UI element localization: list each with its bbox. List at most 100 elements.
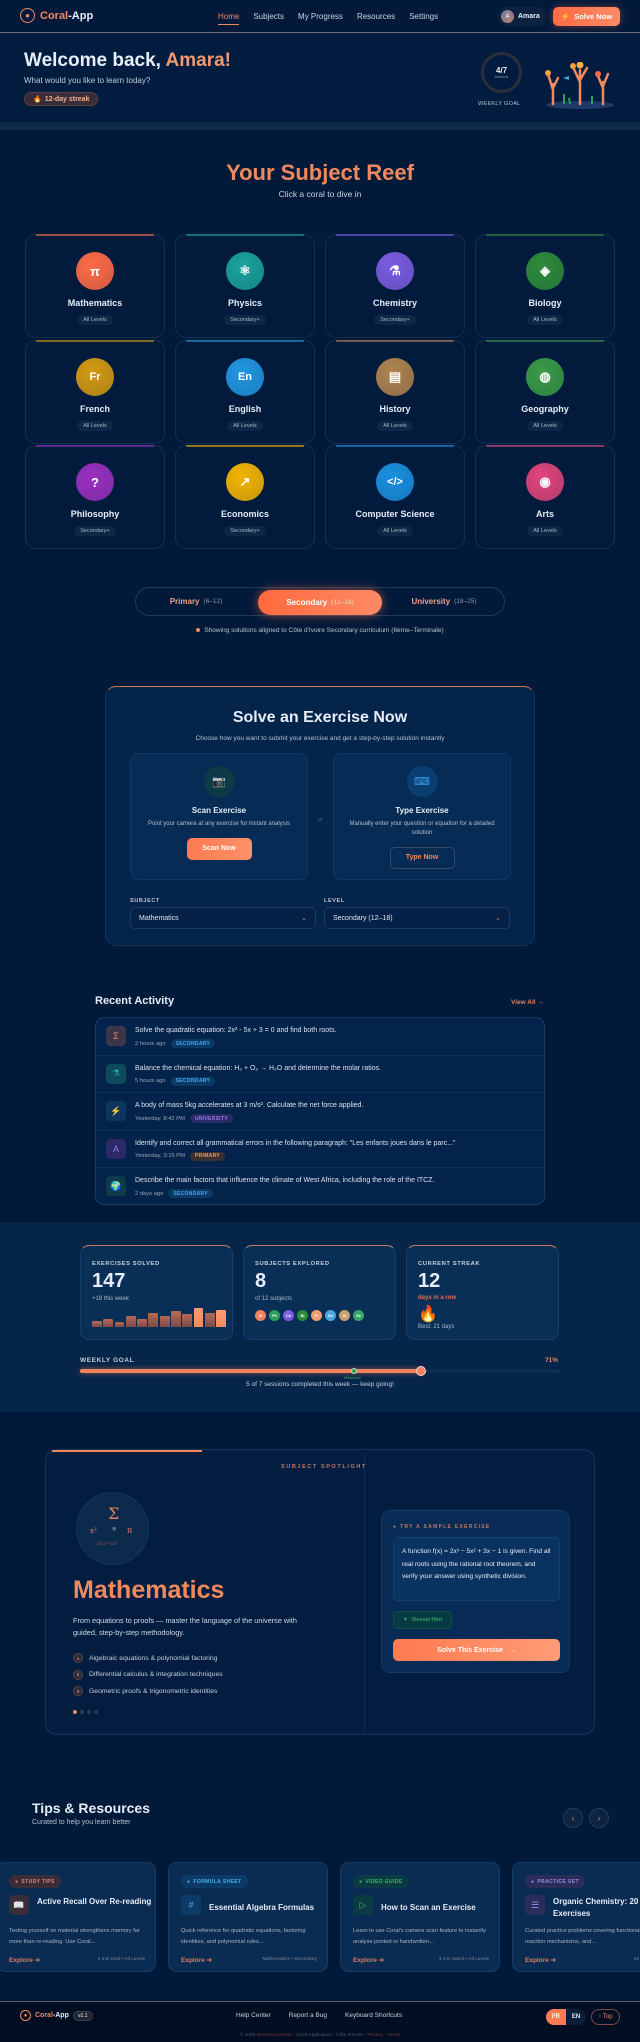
slide-dot[interactable] xyxy=(73,1710,77,1714)
activity-item[interactable]: ⚗ Balance the chemical equation: H₂ + O₂ … xyxy=(96,1056,544,1093)
resource-desc: Curated practice problems covering funct… xyxy=(525,1928,640,1945)
solve-exercise-panel: Solve an Exercise Now Choose how you wan… xyxy=(105,686,535,946)
subject-card-english[interactable]: En English All Levels xyxy=(175,340,315,444)
scan-option[interactable]: 📷 Scan Exercise Point your camera at any… xyxy=(130,753,308,880)
resource-card[interactable]: ● VIDEO GUIDE ▷ How to Scan an Exercise Lea… xyxy=(340,1862,500,1972)
subject-card-chemistry[interactable]: ⚗ Chemistry Secondary+ xyxy=(325,234,465,338)
lang-fr[interactable]: FR xyxy=(546,2009,566,2025)
subject-level-badge: Secondary+ xyxy=(74,526,116,536)
lang-en[interactable]: EN xyxy=(571,2014,581,2020)
activity-text: A body of mass 5kg accelerates at 3 m/s²… xyxy=(135,1102,364,1109)
resource-badge: ● FORMULA SHEET xyxy=(181,1875,248,1888)
bar xyxy=(103,1319,114,1327)
nav-home[interactable]: Home xyxy=(218,12,240,25)
type-option[interactable]: ⌨ Type Exercise Manually enter your ques… xyxy=(333,753,511,880)
subject-icon: ↗ xyxy=(226,463,264,501)
explore-link[interactable]: Explore ➔ xyxy=(353,1957,385,1964)
subject-card-economics[interactable]: ↗ Economics Secondary+ xyxy=(175,445,315,549)
subject-card-history[interactable]: ▤ History All Levels xyxy=(325,340,465,444)
subject-card-computer-science[interactable]: </> Computer Science All Levels xyxy=(325,445,465,549)
subject-card-mathematics[interactable]: π Mathematics All Levels xyxy=(25,234,165,338)
weekly-goal-text: 5 of 7 sessions completed this week — ke… xyxy=(246,1381,394,1388)
scan-title: Scan Exercise xyxy=(191,806,247,815)
subject-card-geography[interactable]: ◍ Geography All Levels xyxy=(475,340,615,444)
camera-icon: 📷 xyxy=(203,766,235,797)
report-bug-link[interactable]: Report a Bug xyxy=(288,2012,327,2019)
spotlight-title: Mathematics xyxy=(73,1576,225,1604)
level-secondary[interactable]: Secondary (12–18) xyxy=(258,590,382,615)
weekly-goal-label: WEEKLY GOAL xyxy=(478,101,521,107)
sample-exercise-card: ● TRY A SAMPLE EXERCISE A function f(x) … xyxy=(381,1510,570,1673)
resource-card[interactable]: ● STUDY TIPS 📖 Active Recall Over Re-readi… xyxy=(0,1862,156,1972)
brand-name-a: Coral xyxy=(40,9,69,22)
solve-now-button[interactable]: ⚡ Solve Now xyxy=(553,7,620,26)
sample-question: A function f(x) = 2x³ − 5x² + 3x − 1 is … xyxy=(393,1537,560,1601)
fire-icon: 🔥 xyxy=(418,1306,438,1323)
resource-meta: 5 min read • All Levels xyxy=(97,1957,145,1962)
type-now-button[interactable]: Type Now xyxy=(389,847,455,869)
brand-logo[interactable]: ● Coral-App xyxy=(20,8,93,23)
activity-item[interactable]: Σ Solve the quadratic equation: 2x² - 5x … xyxy=(96,1018,544,1056)
help-center-link[interactable]: Help Center xyxy=(236,2012,271,2019)
topic-item: 3 Geometric proofs & trigonometric identi… xyxy=(73,1683,223,1700)
level-select[interactable]: Secondary (12–18) ⌄ xyxy=(324,907,510,929)
resource-card[interactable]: ● FORMULA SHEET # Essential Algebra Formul… xyxy=(168,1862,328,1972)
subject-icon: </> xyxy=(376,463,414,501)
subject-card-philosophy[interactable]: ? Philosophy Secondary+ xyxy=(25,445,165,549)
carousel-next-button[interactable]: › xyxy=(589,1808,609,1828)
subject-card-physics[interactable]: ⚛ Physics Secondary+ xyxy=(175,234,315,338)
resource-card[interactable]: ● PRACTICE SET ☰ Organic Chemistry: 20 Exe… xyxy=(512,1862,640,1972)
activity-text: Balance the chemical equation: H₂ + O₂ →… xyxy=(135,1064,382,1072)
explore-link[interactable]: Explore ➔ xyxy=(9,1957,41,1964)
subject-level-badge: All Levels xyxy=(377,421,413,431)
nav-subjects[interactable]: Subjects xyxy=(253,12,285,21)
spotlight-kicker: SUBJECT SPOTLIGHT xyxy=(281,1464,367,1470)
activity-item[interactable]: A Identify and correct all grammatical er… xyxy=(96,1131,544,1168)
scan-now-button[interactable]: Scan Now xyxy=(186,838,252,860)
reveal-hint-button[interactable]: ▼ Reveal Hint xyxy=(393,1611,452,1629)
activity-item[interactable]: 🌍 Describe the main factors that influenc… xyxy=(96,1168,544,1204)
subject-card-french[interactable]: Fr French All Levels xyxy=(25,340,165,444)
nav-settings[interactable]: Settings xyxy=(409,12,439,21)
footer-logo[interactable]: ● Coral-App v2.1 xyxy=(20,2010,93,2021)
view-all-link[interactable]: View All → xyxy=(511,999,544,1006)
user-name: Amara xyxy=(518,13,540,20)
nav-resources[interactable]: Resources xyxy=(356,12,396,21)
subject-icon: ⚗ xyxy=(376,252,414,290)
carousel-prev-button[interactable]: ‹ xyxy=(563,1808,583,1828)
nav-my-progress[interactable]: My Progress xyxy=(298,12,343,21)
recent-activity-title: Recent Activity xyxy=(95,995,175,1007)
level-tag: SECONDARY xyxy=(170,1076,216,1086)
back-to-top-button[interactable]: ↑ Top xyxy=(591,2009,620,2025)
slide-dot[interactable] xyxy=(80,1710,84,1714)
user-menu[interactable]: A Amara xyxy=(498,7,547,26)
subject-chip: Bi xyxy=(297,1310,308,1321)
bar xyxy=(182,1314,193,1327)
keyboard-shortcuts-link[interactable]: Keyboard Shortcuts xyxy=(345,2012,403,2019)
or-separator: or xyxy=(318,817,323,823)
footer: ● Coral-App v2.1 Help Center Report a Bu… xyxy=(0,2001,640,2042)
coral-mic-icon: ● xyxy=(20,2010,31,2021)
progress-knob xyxy=(415,1365,426,1376)
subject-select[interactable]: Mathematics ⌄ xyxy=(130,907,316,929)
subject-card-arts[interactable]: ◉ Arts All Levels xyxy=(475,445,615,549)
resource-desc: Learn to use Coral's camera scan feature… xyxy=(353,1928,486,1945)
subject-chip: Ph xyxy=(269,1310,280,1321)
subject-spotlight: SUBJECT SPOTLIGHT Σ x² ● π f(x)=2x² Math… xyxy=(45,1449,595,1735)
activity-item[interactable]: ⚡ A body of mass 5kg accelerates at 3 m/s… xyxy=(96,1093,544,1131)
subject-icon: En xyxy=(226,358,264,396)
explore-link[interactable]: Explore ➔ xyxy=(181,1957,213,1964)
slide-dot[interactable] xyxy=(94,1710,98,1714)
explore-link[interactable]: Explore ➔ xyxy=(525,1957,557,1964)
arrow-right-icon: → xyxy=(508,1646,516,1654)
subject-label: SUBJECT xyxy=(130,898,160,904)
solve-this-exercise-button[interactable]: Solve This Exercise → xyxy=(393,1639,560,1661)
subject-level-badge: All Levels xyxy=(227,421,263,431)
level-university[interactable]: University (18–25) xyxy=(411,597,477,606)
brand-name-b: -App xyxy=(68,9,94,22)
level-label: LEVEL xyxy=(324,898,345,904)
solve-subtitle: Choose how you want to submit your exerc… xyxy=(195,735,445,742)
level-primary[interactable]: Primary (6–12) xyxy=(169,597,223,606)
subject-card-biology[interactable]: ◈ Biology All Levels xyxy=(475,234,615,338)
slide-dot[interactable] xyxy=(87,1710,91,1714)
